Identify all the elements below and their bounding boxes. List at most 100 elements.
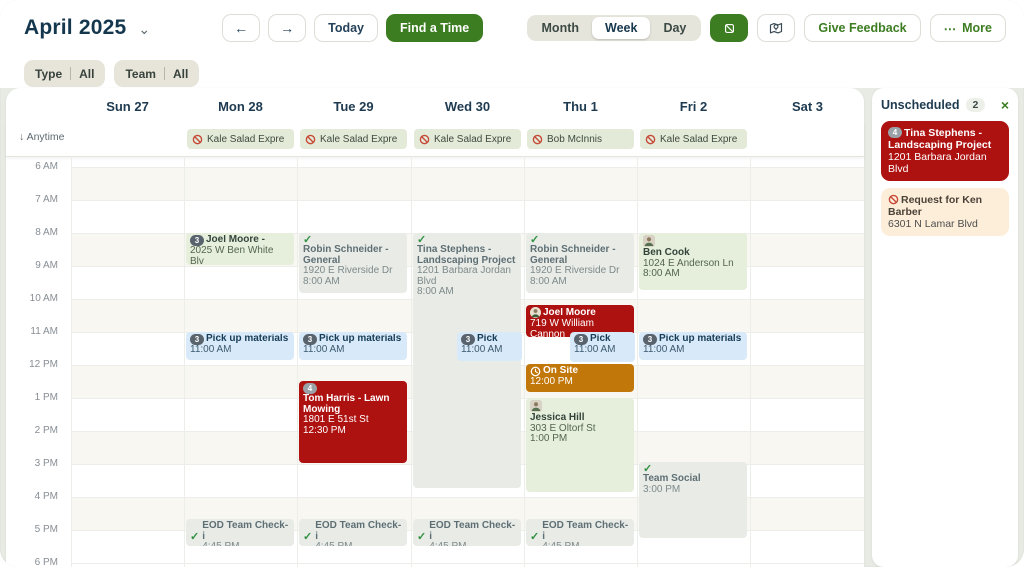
check-icon: ✓ <box>190 530 200 543</box>
event-card[interactable]: ✓ Robin Schneider - General 1920 E River… <box>526 233 634 293</box>
map-icon <box>769 21 783 35</box>
no-entry-icon <box>645 134 656 145</box>
event-card[interactable]: ✓ Team Social 3:00 PM <box>639 462 747 538</box>
event-title: Pick <box>590 334 611 345</box>
close-icon[interactable]: × <box>1000 97 1009 113</box>
count-badge: 3 <box>574 334 588 345</box>
anytime-event-wed[interactable]: Kale Salad Expre <box>414 129 521 149</box>
view-week-tab[interactable]: Week <box>592 17 651 39</box>
event-card[interactable]: On Site 12:00 PM <box>526 364 634 392</box>
time-grid[interactable]: 6 AM 7 AM 8 AM 9 AM 10 AM 11 AM 12 PM 1 … <box>6 156 864 567</box>
event-title: EOD Team Check-i <box>542 520 629 542</box>
event-address: 1920 E Riverside Dr <box>530 265 620 276</box>
unscheduled-card[interactable]: 4 Tina Stephens - Landscaping Project 120… <box>881 121 1009 181</box>
event-card[interactable]: 3 Pick up materials 11:00 AM <box>186 332 294 360</box>
next-week-button[interactable]: → <box>268 14 307 42</box>
day-header-wed[interactable]: Wed 30 <box>444 99 491 114</box>
event-card[interactable]: ✓ EOD Team Check-i 4:45 PM <box>299 519 407 546</box>
event-time: 4:45 PM <box>202 541 290 546</box>
unscheduled-panel: Unscheduled 2 × 4 Tina Stephens - Landsca… <box>872 88 1018 567</box>
hide-weekends-button[interactable] <box>710 14 749 42</box>
event-time: 12:00 PM <box>530 376 573 387</box>
team-filter[interactable]: Team All <box>114 60 200 87</box>
anytime-label: ↓ Anytime <box>19 131 65 143</box>
anytime-event-mon[interactable]: Kale Salad Expre <box>187 129 294 149</box>
event-address: 719 W William Cannon <box>530 318 594 337</box>
count-badge: 3 <box>643 334 657 345</box>
event-title: Ben Cook <box>643 247 690 258</box>
map-view-button[interactable] <box>757 14 796 42</box>
event-title: Jessica Hill <box>530 412 585 423</box>
event-title: Tom Harris - Lawn Mowing <box>303 393 390 415</box>
anytime-row: ↓ Anytime Kale Salad Expre Kale Salad Ex… <box>6 122 864 157</box>
day-header-sun[interactable]: Sun 27 <box>106 99 149 114</box>
event-card[interactable]: ✓ EOD Team Check-i 4:45 PM <box>413 519 521 546</box>
event-time: 4:45 PM <box>315 541 403 546</box>
event-card[interactable]: Jessica Hill 303 E Oltorf St 1:00 PM <box>526 398 634 492</box>
event-time: 1:00 PM <box>530 433 568 444</box>
event-card[interactable]: 3 Pick up materials 11:00 AM <box>299 332 407 360</box>
unscheduled-count-badge: 2 <box>965 98 986 112</box>
day-header-thu[interactable]: Thu 1 <box>563 99 598 114</box>
event-time: 8:00 AM <box>530 275 567 287</box>
event-title: Pick <box>477 334 498 345</box>
event-address: 2025 W Ben White Blv <box>190 245 274 265</box>
event-card[interactable]: Joel Moore 719 W William Cannon 10:15 AM <box>526 305 634 337</box>
check-icon: ✓ <box>417 530 427 543</box>
event-address: 1024 E Anderson Ln <box>643 257 734 269</box>
arrow-left-icon: ← <box>234 20 249 36</box>
check-icon: ✓ <box>643 463 653 475</box>
event-title: Robin Schneider - General <box>530 244 616 266</box>
banner-label: Kale Salad Expre <box>320 133 398 145</box>
ellipsis-icon: ⋯ <box>943 21 957 36</box>
check-icon: ✓ <box>417 234 427 246</box>
event-card[interactable]: 3 Pick 11:00 AM <box>457 332 522 361</box>
day-header-sat[interactable]: Sat 3 <box>791 99 824 114</box>
event-card[interactable]: 4 Tom Harris - Lawn Mowing 1801 E 51st S… <box>299 381 407 463</box>
event-title: Pick up materials <box>206 334 289 345</box>
event-title: Joel Moore - <box>206 235 265 246</box>
chevron-down-icon[interactable]: ⌄ <box>138 20 151 37</box>
event-title: EOD Team Check-i <box>429 520 516 542</box>
more-button[interactable]: ⋯ More <box>929 14 1006 42</box>
prev-week-button[interactable]: ← <box>222 14 261 42</box>
event-card[interactable]: ✓ EOD Team Check-i 4:45 PM <box>526 519 634 546</box>
unscheduled-card[interactable]: Request for Ken Barber 6301 N Lamar Blvd <box>881 188 1009 236</box>
find-a-time-button[interactable]: Find a Time <box>386 14 484 42</box>
event-card[interactable]: ✓ EOD Team Check-i 4:45 PM <box>186 519 294 546</box>
event-card[interactable]: 3 Pick up materials 11:00 AM <box>639 332 747 360</box>
banner-label: Kale Salad Expre <box>207 133 285 145</box>
count-badge: 4 <box>888 127 902 138</box>
card-address: 6301 N Lamar Blvd <box>888 218 978 230</box>
day-header-fri[interactable]: Fri 2 <box>679 99 708 114</box>
check-icon: ✓ <box>530 234 540 246</box>
calendar-slash-icon <box>724 23 735 34</box>
day-header-tue[interactable]: Tue 29 <box>333 99 374 114</box>
event-address: 1801 E 51st St <box>303 414 369 425</box>
day-header-mon[interactable]: Mon 28 <box>218 99 263 114</box>
event-card[interactable]: ✓ Robin Schneider - General 1920 E River… <box>299 233 407 293</box>
event-card[interactable]: Ben Cook 1024 E Anderson Ln 8:00 AM <box>639 233 747 290</box>
type-filter[interactable]: Type All <box>24 60 106 87</box>
card-title: Request for Ken Barber <box>888 194 983 218</box>
toolbar: April 2025 ⌄ ← → Today Find a Time Month… <box>0 0 1024 88</box>
type-filter-value: All <box>79 66 95 81</box>
event-time: 8:00 AM <box>417 286 454 297</box>
event-address: 1920 E Riverside Dr <box>303 265 393 276</box>
anytime-event-thu[interactable]: Bob McInnis <box>527 129 634 149</box>
event-address: 303 E Oltorf St <box>530 422 596 434</box>
day-header-row: Sun 27 Mon 28 Tue 29 Wed 30 Thu 1 Fri 2 … <box>6 88 864 122</box>
event-title: Tina Stephens - Landscaping Project <box>417 244 516 266</box>
anytime-event-tue[interactable]: Kale Salad Expre <box>300 129 407 149</box>
today-button[interactable]: Today <box>314 14 379 42</box>
event-title: EOD Team Check-i <box>202 520 289 542</box>
anytime-event-fri[interactable]: Kale Salad Expre <box>640 129 747 149</box>
event-time: 11:00 AM <box>461 344 503 355</box>
type-filter-label: Type <box>35 66 63 81</box>
view-month-tab[interactable]: Month <box>541 21 579 35</box>
event-card[interactable]: 3 Pick 11:00 AM <box>570 332 635 362</box>
give-feedback-button[interactable]: Give Feedback <box>804 14 921 42</box>
view-day-tab[interactable]: Day <box>663 21 687 35</box>
